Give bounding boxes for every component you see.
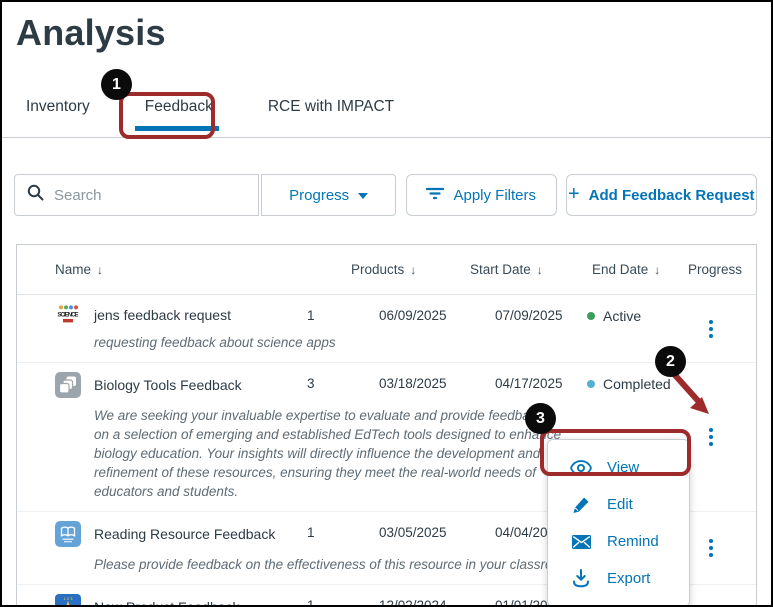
progress-filter-dropdown[interactable]: Progress [261, 174, 396, 216]
column-header-end-date[interactable]: End Date ↓ [592, 262, 688, 277]
menu-item-export-label: Export [607, 570, 651, 587]
menu-item-view[interactable]: View [548, 449, 689, 486]
header-name-label: Name [55, 262, 92, 277]
start-date: 03/05/2025 [379, 525, 447, 540]
step-3-badge: 3 [525, 403, 556, 434]
table-row: 1 2 3★Grade 1 New Product Feedback 1 12/… [17, 585, 756, 607]
menu-item-remind-label: Remind [607, 533, 659, 550]
search-input[interactable] [54, 186, 247, 204]
table-row: Biology Tools Feedback 3 03/18/2025 04/1… [17, 363, 756, 512]
status-label: Active [603, 308, 642, 324]
feedback-request-name[interactable]: New Product Feedback [94, 599, 240, 607]
status-dot-completed [587, 380, 595, 388]
plus-icon: + [567, 183, 580, 205]
header-progress-label: Progress [688, 262, 743, 277]
tab-feedback-label: Feedback [144, 98, 213, 115]
table-header-row: Name ↓ Products ↓ Start Date ↓ End Date … [17, 245, 756, 295]
products-count: 1 [307, 525, 315, 540]
add-feedback-request-label: Add Feedback Request [588, 186, 755, 204]
request-description: Please provide feedback on the effective… [94, 557, 576, 572]
end-date: 01/01/2025 [495, 598, 563, 607]
header-end-date-label: End Date [592, 262, 649, 277]
apply-filters-button[interactable]: Apply Filters [405, 174, 557, 216]
science-apps-logo-icon: SCIENCE [55, 304, 81, 325]
download-icon [570, 569, 592, 588]
products-count: 1 [307, 308, 315, 323]
sort-arrow-icon: ↓ [536, 262, 543, 277]
start-date: 12/02/2024 [379, 598, 447, 607]
feedback-request-name[interactable]: Reading Resource Feedback [94, 526, 276, 542]
start-date: 06/09/2025 [379, 308, 447, 323]
pencil-icon [570, 496, 592, 514]
progress-status: Active [587, 308, 721, 324]
column-header-start-date[interactable]: Start Date ↓ [470, 262, 592, 277]
envelope-icon [570, 534, 592, 549]
table-row: Reading Resource Feedback 1 03/05/2025 0… [17, 512, 756, 585]
tab-feedback[interactable]: Feedback [134, 98, 219, 131]
row-actions-menu-button[interactable] [703, 533, 719, 563]
starfish-grade1-logo-icon: 1 2 3★Grade 1 [55, 594, 81, 607]
svg-text:1 2 3: 1 2 3 [64, 596, 74, 601]
menu-item-remind[interactable]: Remind [548, 523, 689, 560]
menu-item-view-label: View [607, 459, 640, 476]
stacked-squares-placeholder-icon [55, 372, 81, 398]
end-date: 04/17/2025 [495, 376, 563, 391]
row-actions-menu-button[interactable] [703, 314, 719, 344]
request-description: requesting feedback about science apps [94, 335, 336, 350]
svg-text:SCIENCE: SCIENCE [58, 313, 79, 319]
column-header-progress: Progress [688, 262, 756, 277]
row-actions-menu-button[interactable] [703, 422, 719, 452]
header-start-date-label: Start Date [470, 262, 531, 277]
request-description: We are seeking your invaluable expertise… [94, 408, 562, 499]
progress-dropdown-label: Progress [289, 186, 350, 204]
sort-arrow-icon: ↓ [410, 262, 417, 277]
step-2-badge: 2 [655, 346, 686, 377]
feedback-request-name[interactable]: jens feedback request [94, 306, 231, 323]
status-dot-active [587, 312, 595, 320]
search-icon [27, 184, 44, 206]
search-box[interactable] [14, 174, 260, 216]
apply-filters-label: Apply Filters [453, 186, 537, 204]
page-title: Analysis [16, 12, 166, 53]
start-date: 03/18/2025 [379, 376, 447, 391]
add-feedback-request-button[interactable]: + Add Feedback Request [565, 174, 757, 216]
reading-book-logo-icon [55, 521, 81, 547]
tab-bar: Inventory Feedback RCE with IMPACT [2, 98, 771, 138]
menu-item-export[interactable]: Export [548, 560, 689, 597]
table-row: SCIENCE jens feedback request 1 06/09/20… [17, 295, 756, 363]
tab-inventory[interactable]: Inventory [26, 98, 90, 115]
menu-item-edit-label: Edit [607, 496, 633, 513]
sort-arrow-icon: ↓ [97, 262, 104, 277]
toolbar: Progress Apply Filters + Add Feedback Re… [14, 174, 757, 216]
eye-icon [570, 459, 592, 476]
active-tab-underline [134, 126, 219, 131]
chevron-down-icon [358, 193, 369, 199]
products-count: 1 [307, 598, 315, 607]
feedback-request-name[interactable]: Biology Tools Feedback [94, 377, 242, 393]
end-date: 04/04/2025 [495, 525, 563, 540]
svg-text:★: ★ [60, 598, 75, 607]
row-actions-dropdown-menu: View Edit Remind Export [547, 439, 690, 605]
header-products-label: Products [351, 262, 405, 277]
column-header-name[interactable]: Name ↓ [55, 262, 351, 277]
tab-rce-with-impact[interactable]: RCE with IMPACT [267, 98, 395, 115]
sort-arrow-icon: ↓ [654, 262, 661, 277]
filter-icon [426, 187, 445, 204]
end-date: 07/09/2025 [495, 308, 563, 323]
progress-status: Completed [587, 376, 721, 392]
column-header-products[interactable]: Products ↓ [351, 262, 470, 277]
products-count: 3 [307, 376, 315, 391]
step-1-badge: 1 [101, 69, 132, 100]
menu-item-edit[interactable]: Edit [548, 486, 689, 523]
status-label: Completed [603, 376, 671, 392]
